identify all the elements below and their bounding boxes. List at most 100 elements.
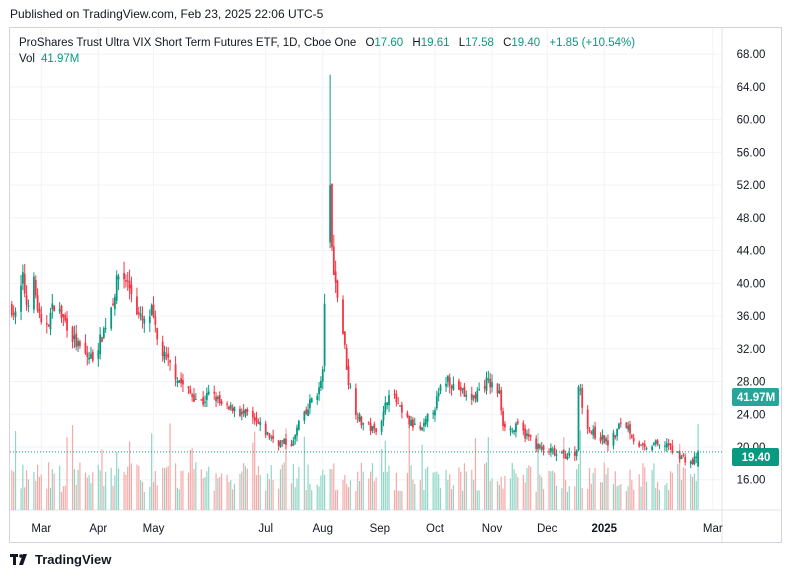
volume-bar	[474, 438, 477, 510]
volume-bar	[406, 472, 408, 510]
volume-bar	[526, 468, 528, 510]
candle-body	[551, 449, 554, 451]
volume-bar	[438, 474, 440, 510]
candle-body	[49, 312, 52, 330]
volume-bar	[99, 470, 101, 510]
candle-body	[27, 305, 30, 307]
candle-body	[174, 364, 177, 380]
volume-bar	[296, 478, 298, 510]
volume-bar	[324, 474, 326, 510]
candle-body	[632, 438, 635, 442]
candle-body	[297, 420, 300, 430]
candle-body	[581, 387, 584, 408]
volume-bar	[62, 486, 64, 510]
candle-body	[292, 440, 295, 446]
y-tick-label: 48.00	[737, 213, 766, 225]
volume-bar	[243, 462, 245, 510]
volume-bar	[645, 481, 648, 510]
candle-body	[697, 451, 699, 467]
candle-body	[336, 280, 339, 298]
y-tick-label: 36.00	[737, 311, 766, 323]
candle-body	[474, 394, 477, 399]
volume-bar	[401, 490, 403, 510]
volume-bar	[307, 464, 309, 510]
volume-bar	[657, 481, 659, 510]
price-axis[interactable]: 16.0020.0024.0028.0032.0036.0040.0044.00…	[737, 49, 766, 487]
candle-body	[102, 328, 105, 338]
volume-bar	[311, 490, 313, 510]
candle-body	[434, 410, 436, 416]
volume-bar	[408, 424, 410, 510]
volume-bar	[329, 468, 331, 510]
candle-body	[397, 403, 400, 405]
candle-body	[20, 285, 22, 312]
x-tick-label: Oct	[426, 523, 445, 535]
candle-body	[487, 378, 490, 380]
volume-bar	[450, 489, 453, 510]
volume-bar	[447, 479, 449, 510]
candle-body	[435, 396, 438, 409]
volume-bar	[305, 489, 307, 510]
candle-body	[616, 428, 619, 437]
candlestick-chart[interactable]: 16.0020.0024.0028.0032.0036.0040.0044.00…	[10, 28, 781, 542]
candle-body	[564, 454, 567, 459]
candle-body	[229, 405, 232, 409]
volume-badge	[732, 388, 779, 406]
candle-body	[101, 337, 103, 342]
footer-brand[interactable]: TradingView	[10, 552, 111, 567]
volume-bar	[320, 475, 322, 510]
candle-body	[375, 428, 378, 432]
volume-bar	[24, 487, 26, 510]
candle-body	[625, 422, 628, 428]
volume-bar	[553, 472, 556, 510]
volume-bar	[612, 483, 615, 510]
volume-bar	[128, 441, 131, 510]
volume-bar	[550, 471, 552, 510]
candle-body	[246, 409, 249, 413]
candle-body	[419, 425, 422, 430]
volume-bar	[208, 466, 210, 510]
candle-body	[515, 423, 517, 432]
volume-bar	[165, 467, 167, 510]
volume-bar	[436, 471, 438, 510]
candle-body	[123, 273, 125, 280]
tradingview-logo-icon	[10, 553, 27, 565]
candle-body	[408, 415, 411, 425]
candle-body	[71, 327, 74, 342]
legend-high: 19.61	[420, 37, 450, 49]
volume-bar	[607, 467, 609, 510]
candle-body	[540, 447, 543, 450]
candle-body	[84, 342, 87, 354]
candle-body	[358, 414, 361, 421]
time-axis[interactable]: Mar Apr May Jul Aug Sep Oct Nov Dec 2025 Mar	[31, 523, 722, 535]
volume-bar	[629, 469, 631, 510]
volume-bar	[371, 463, 374, 510]
volume-bar	[73, 469, 75, 510]
volume-bar	[114, 475, 116, 510]
volume-bar	[539, 474, 541, 510]
volume-bar	[358, 481, 361, 510]
volume-bar	[101, 449, 103, 510]
candle-body	[476, 390, 479, 402]
candle-body	[205, 393, 208, 400]
candle-body	[638, 442, 641, 447]
candle-body	[136, 296, 138, 315]
grid	[10, 28, 781, 542]
volume-bar	[616, 486, 618, 510]
candle-body	[630, 435, 633, 438]
candle-body	[349, 386, 352, 388]
volume-bar	[680, 479, 683, 510]
legend-close-label: C	[503, 37, 512, 49]
y-tick-label: 16.00	[737, 475, 766, 487]
volume-bar	[618, 484, 620, 510]
candle-body	[614, 435, 617, 438]
candle-body	[384, 402, 387, 413]
volume-bar	[362, 471, 364, 510]
volume-bar	[279, 469, 282, 510]
candle-body	[58, 309, 61, 312]
volume-bar	[381, 448, 383, 510]
candle-body	[489, 378, 492, 388]
candle-body	[25, 295, 28, 305]
candle-body	[373, 424, 376, 429]
candle-body	[66, 318, 68, 331]
